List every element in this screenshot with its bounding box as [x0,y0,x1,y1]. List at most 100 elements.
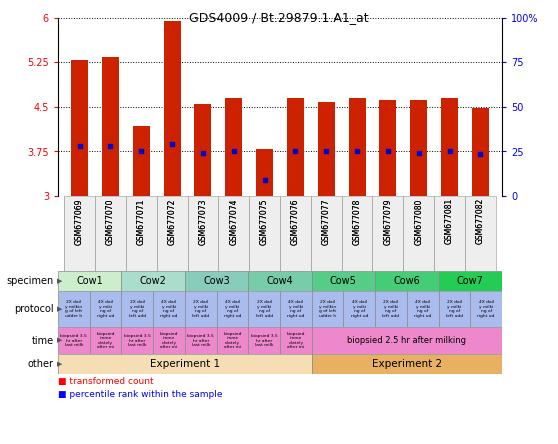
Text: GSM677072: GSM677072 [167,198,176,245]
Text: GSM677079: GSM677079 [383,198,392,245]
Text: GSM677072: GSM677072 [167,198,176,245]
Text: 2X dail
y milki
ng of
left udd: 2X dail y milki ng of left udd [446,300,463,318]
Text: biopsied 3.5
hr after
last milk: biopsied 3.5 hr after last milk [60,334,87,347]
FancyBboxPatch shape [122,271,185,291]
Text: biopsied
imme
diately
after mi: biopsied imme diately after mi [223,332,242,349]
Text: GSM677069: GSM677069 [75,198,84,245]
FancyBboxPatch shape [434,196,465,271]
Text: 4X dail
y milki
ng of
right ud: 4X dail y milki ng of right ud [287,300,305,318]
Text: biopsied 2.5 hr after milking: biopsied 2.5 hr after milking [348,336,466,345]
Text: biopsied 3.5
hr after
last milk: biopsied 3.5 hr after last milk [124,334,151,347]
Text: 2X dail
y milki
ng of
left udd: 2X dail y milki ng of left udd [256,300,273,318]
FancyBboxPatch shape [185,291,217,327]
Text: Cow5: Cow5 [330,276,357,286]
Bar [225,98,242,196]
Text: ▶: ▶ [57,306,62,312]
Text: 4X dail
y milki
ng of
right ud: 4X dail y milki ng of right ud [224,300,241,318]
Text: GSM677071: GSM677071 [137,198,146,245]
Text: GSM677076: GSM677076 [291,198,300,245]
Text: 4X dail
y miki
ng of
right ud: 4X dail y miki ng of right ud [350,300,368,318]
FancyBboxPatch shape [312,354,502,374]
FancyBboxPatch shape [90,291,122,327]
Text: GSM677069: GSM677069 [75,198,84,245]
Text: specimen: specimen [7,276,54,286]
FancyBboxPatch shape [465,196,496,271]
Text: 2X dail
y milkin
g of left
udder h: 2X dail y milkin g of left udder h [319,300,336,318]
Text: 2X dail
y milkin
g of left
udder h: 2X dail y milkin g of left udder h [65,300,83,318]
Text: 2X dail
y milki
ng of
left udd: 2X dail y milki ng of left udd [382,300,400,318]
Text: Cow1: Cow1 [76,276,103,286]
Text: biopsied
imme
diately
after mi: biopsied imme diately after mi [97,332,115,349]
FancyBboxPatch shape [248,271,312,291]
Text: GSM677071: GSM677071 [137,198,146,245]
FancyBboxPatch shape [375,291,407,327]
Bar [349,98,365,196]
Text: GSM677075: GSM677075 [260,198,269,245]
Text: GSM677076: GSM677076 [291,198,300,245]
Text: biopsied 3.5
hr after
last milk: biopsied 3.5 hr after last milk [251,334,277,347]
FancyBboxPatch shape [153,327,185,354]
FancyBboxPatch shape [312,327,502,354]
FancyBboxPatch shape [311,196,341,271]
FancyBboxPatch shape [217,291,248,327]
FancyBboxPatch shape [122,327,153,354]
FancyBboxPatch shape [341,196,373,271]
Text: GSM677082: GSM677082 [476,198,485,245]
FancyBboxPatch shape [312,271,375,291]
Text: GDS4009 / Bt.29879.1.A1_at: GDS4009 / Bt.29879.1.A1_at [189,11,369,24]
Bar [71,59,88,196]
FancyBboxPatch shape [58,327,90,354]
FancyBboxPatch shape [157,196,187,271]
FancyBboxPatch shape [58,354,312,374]
Text: 2X dail
y milki
ng of
left udd: 2X dail y milki ng of left udd [192,300,209,318]
Text: GSM677080: GSM677080 [414,198,424,245]
Bar [379,100,396,196]
Text: GSM677081: GSM677081 [445,198,454,245]
Text: GSM677074: GSM677074 [229,198,238,245]
Bar [194,104,211,196]
FancyBboxPatch shape [58,271,122,291]
Text: GSM677079: GSM677079 [383,198,392,245]
FancyBboxPatch shape [248,291,280,327]
FancyBboxPatch shape [439,271,502,291]
FancyBboxPatch shape [218,196,249,271]
Bar [102,56,119,196]
FancyBboxPatch shape [373,196,403,271]
FancyBboxPatch shape [248,327,280,354]
FancyBboxPatch shape [470,291,502,327]
FancyBboxPatch shape [185,327,217,354]
Bar [472,108,489,196]
FancyBboxPatch shape [343,291,375,327]
Bar [441,98,458,196]
FancyBboxPatch shape [126,196,157,271]
FancyBboxPatch shape [249,196,280,271]
Text: 4X dail
y miki
ng of
right ud: 4X dail y miki ng of right ud [97,300,114,318]
FancyBboxPatch shape [375,271,439,291]
FancyBboxPatch shape [122,291,153,327]
Bar [410,100,427,196]
Text: 4X dail
y milki
ng of
right ud: 4X dail y milki ng of right ud [478,300,495,318]
FancyBboxPatch shape [95,196,126,271]
Text: GSM677077: GSM677077 [322,198,331,245]
Text: 2X dail
y milki
ng of
left udd: 2X dail y milki ng of left udd [129,300,146,318]
Text: Cow6: Cow6 [393,276,420,286]
Text: GSM677073: GSM677073 [199,198,208,245]
Text: Cow4: Cow4 [267,276,294,286]
Text: ■ transformed count: ■ transformed count [58,377,153,386]
Bar [133,126,150,196]
Text: GSM677081: GSM677081 [445,198,454,245]
FancyBboxPatch shape [280,327,312,354]
Bar [256,149,273,196]
FancyBboxPatch shape [403,196,434,271]
FancyBboxPatch shape [439,291,470,327]
Bar [318,102,335,196]
FancyBboxPatch shape [153,291,185,327]
FancyBboxPatch shape [90,327,122,354]
FancyBboxPatch shape [407,291,439,327]
Text: protocol: protocol [15,304,54,314]
Text: biopsied 3.5
hr after
last milk: biopsied 3.5 hr after last milk [187,334,214,347]
Text: 4X dail
y milki
ng of
right ud: 4X dail y milki ng of right ud [160,300,177,318]
FancyBboxPatch shape [280,291,312,327]
Text: Cow2: Cow2 [140,276,167,286]
Text: GSM677078: GSM677078 [353,198,362,245]
